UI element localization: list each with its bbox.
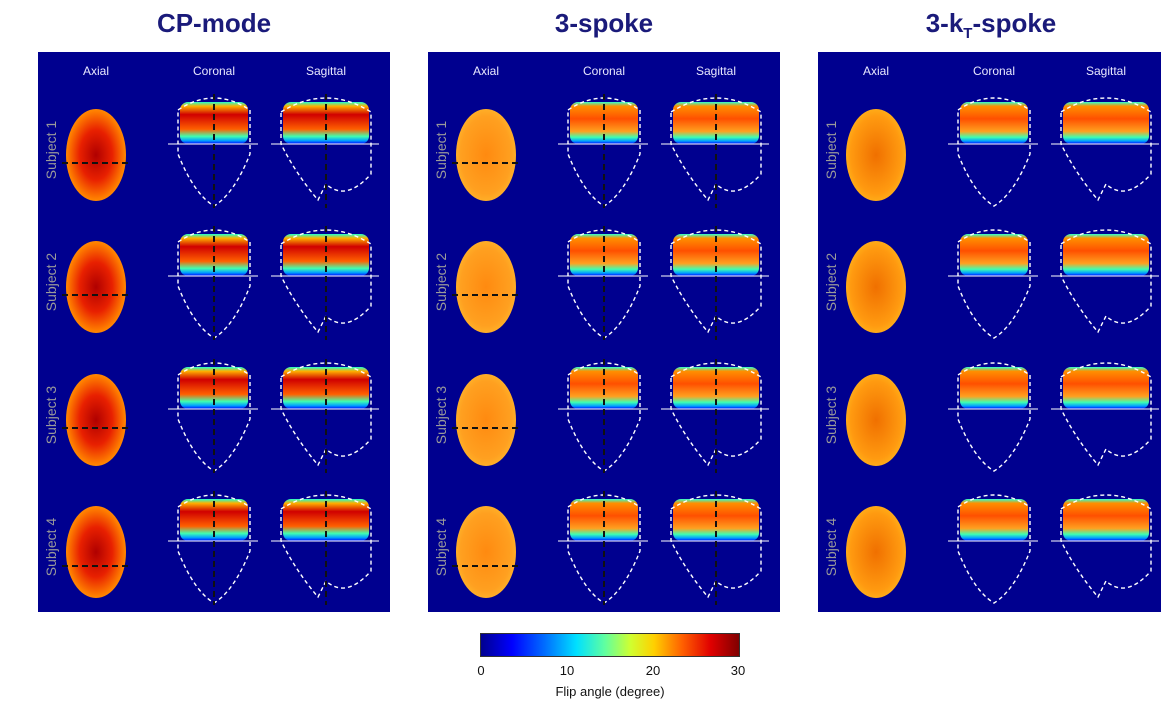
head-outline <box>280 97 372 202</box>
subject-row-4 <box>452 491 769 605</box>
coronal-slice <box>960 499 1028 541</box>
subject-row-1 <box>846 97 1159 207</box>
flip-angle-map-panel-3-spoke: Axial Coronal Sagittal Subject 1 Subject 2 Su… <box>428 52 780 612</box>
sagittal-slice <box>673 499 759 541</box>
axial-slice <box>456 506 516 598</box>
subject-row-1 <box>452 94 769 208</box>
head-outline <box>280 362 372 467</box>
title-main: 3-k <box>925 8 964 38</box>
axial-slice <box>66 374 126 466</box>
head-outline <box>1060 97 1152 202</box>
column-label-sagittal: Sagittal <box>695 64 737 78</box>
flip-angle-map-panel-cp-mode: Axial Coronal Sagittal Subject 1 Subject 2 Su… <box>38 52 390 612</box>
head-outline <box>670 494 762 599</box>
subject-row-2 <box>846 229 1159 339</box>
column-label-coronal: Coronal <box>972 64 1016 78</box>
title-subscript: T <box>963 25 973 43</box>
axial-slice <box>66 241 126 333</box>
subject-row-2 <box>62 226 379 340</box>
brain-slices-svg <box>846 97 1159 604</box>
coronal-slice <box>960 234 1028 276</box>
brain-slices-svg <box>62 94 379 605</box>
panel-title-3-kt-spoke: 3-kT-spoke <box>818 8 1161 48</box>
panel-title-3-spoke: 3-spoke <box>554 8 654 38</box>
brain-slices-svg <box>452 94 769 605</box>
coronal-slice <box>180 499 248 541</box>
title-rest: -spoke <box>972 8 1057 38</box>
column-label-axial: Axial <box>82 64 109 78</box>
sagittal-slice <box>1063 234 1149 276</box>
head-outline <box>280 229 372 334</box>
coronal-slice <box>570 102 638 144</box>
sagittal-slice <box>283 234 369 276</box>
subject-row-3 <box>846 362 1159 472</box>
colorbar-tick: 30 <box>730 663 746 678</box>
axial-slice <box>846 506 906 598</box>
head-outline <box>670 97 762 202</box>
subject-row-3 <box>452 359 769 473</box>
head-outline <box>1060 229 1152 334</box>
sagittal-slice <box>283 367 369 409</box>
column-label-coronal: Coronal <box>582 64 626 78</box>
colorbar-tick: 10 <box>559 663 575 678</box>
coronal-slice <box>570 499 638 541</box>
column-label-sagittal: Sagittal <box>305 64 347 78</box>
coronal-slice <box>960 367 1028 409</box>
sagittal-slice <box>283 499 369 541</box>
subject-row-4 <box>62 491 379 605</box>
flip-angle-map-panel-3-kt-spoke: Axial Coronal Sagittal Subject 1 Subject 2 Su… <box>818 52 1161 612</box>
sagittal-slice <box>1063 367 1149 409</box>
column-label-axial: Axial <box>472 64 499 78</box>
head-outline <box>957 494 1031 604</box>
axial-slice <box>846 109 906 201</box>
coronal-slice <box>960 102 1028 144</box>
subject-row-4 <box>846 494 1159 604</box>
coronal-slice <box>570 234 638 276</box>
column-label-axial: Axial <box>862 64 889 78</box>
axial-slice <box>846 241 906 333</box>
subject-row-3 <box>62 359 379 473</box>
axial-slice <box>456 374 516 466</box>
axial-slice <box>456 241 516 333</box>
head-outline <box>280 494 372 599</box>
head-outline <box>957 362 1031 472</box>
axial-slice <box>456 109 516 201</box>
coronal-slice <box>180 367 248 409</box>
sagittal-slice <box>673 102 759 144</box>
colorbar <box>480 633 740 657</box>
axial-slice <box>66 506 126 598</box>
coronal-slice <box>180 102 248 144</box>
colorbar-tick: 20 <box>645 663 661 678</box>
subject-row-1 <box>62 94 379 208</box>
sagittal-slice <box>1063 102 1149 144</box>
sagittal-slice <box>673 234 759 276</box>
head-outline <box>670 229 762 334</box>
colorbar-label: Flip angle (degree) <box>555 684 665 699</box>
panel-title-cp-mode: CP-mode <box>156 8 272 38</box>
head-outline <box>1060 362 1152 467</box>
head-outline <box>670 362 762 467</box>
column-label-coronal: Coronal <box>192 64 236 78</box>
colorbar-tick: 0 <box>477 663 485 678</box>
axial-slice <box>66 109 126 201</box>
head-outline <box>957 97 1031 207</box>
coronal-slice <box>570 367 638 409</box>
sagittal-slice <box>283 102 369 144</box>
axial-slice <box>846 374 906 466</box>
coronal-slice <box>180 234 248 276</box>
sagittal-slice <box>1063 499 1149 541</box>
head-outline <box>957 229 1031 339</box>
subject-row-2 <box>452 226 769 340</box>
column-label-sagittal: Sagittal <box>1085 64 1127 78</box>
sagittal-slice <box>673 367 759 409</box>
head-outline <box>1060 494 1152 599</box>
